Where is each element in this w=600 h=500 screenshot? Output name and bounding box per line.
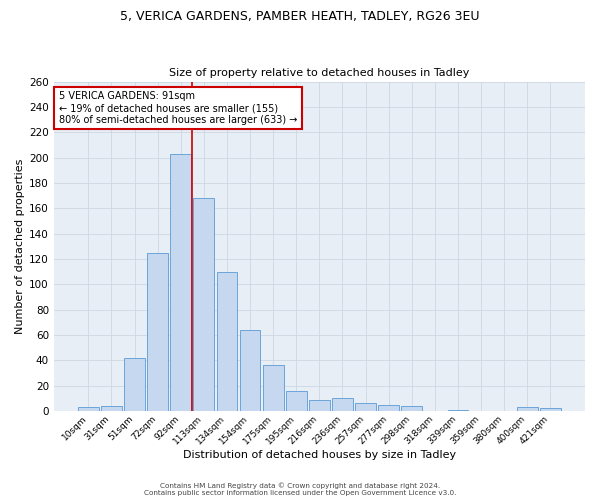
Bar xyxy=(448,410,469,411)
Bar xyxy=(540,408,561,411)
Text: 5 VERICA GARDENS: 91sqm
← 19% of detached houses are smaller (155)
80% of semi-d: 5 VERICA GARDENS: 91sqm ← 19% of detache… xyxy=(59,92,298,124)
Bar xyxy=(170,154,191,411)
Bar xyxy=(217,272,238,411)
Bar xyxy=(239,330,260,411)
Bar xyxy=(355,404,376,411)
Bar xyxy=(401,406,422,411)
Bar xyxy=(193,198,214,411)
Text: 5, VERICA GARDENS, PAMBER HEATH, TADLEY, RG26 3EU: 5, VERICA GARDENS, PAMBER HEATH, TADLEY,… xyxy=(120,10,480,23)
Bar xyxy=(263,366,284,411)
Y-axis label: Number of detached properties: Number of detached properties xyxy=(15,158,25,334)
Bar xyxy=(309,400,330,411)
Text: Contains HM Land Registry data © Crown copyright and database right 2024.: Contains HM Land Registry data © Crown c… xyxy=(160,482,440,489)
Bar xyxy=(379,404,399,411)
Bar xyxy=(124,358,145,411)
X-axis label: Distribution of detached houses by size in Tadley: Distribution of detached houses by size … xyxy=(183,450,456,460)
Bar xyxy=(101,406,122,411)
Bar xyxy=(332,398,353,411)
Bar xyxy=(147,252,168,411)
Bar xyxy=(78,407,99,411)
Bar xyxy=(286,390,307,411)
Title: Size of property relative to detached houses in Tadley: Size of property relative to detached ho… xyxy=(169,68,470,78)
Bar xyxy=(517,407,538,411)
Text: Contains public sector information licensed under the Open Government Licence v3: Contains public sector information licen… xyxy=(144,490,456,496)
